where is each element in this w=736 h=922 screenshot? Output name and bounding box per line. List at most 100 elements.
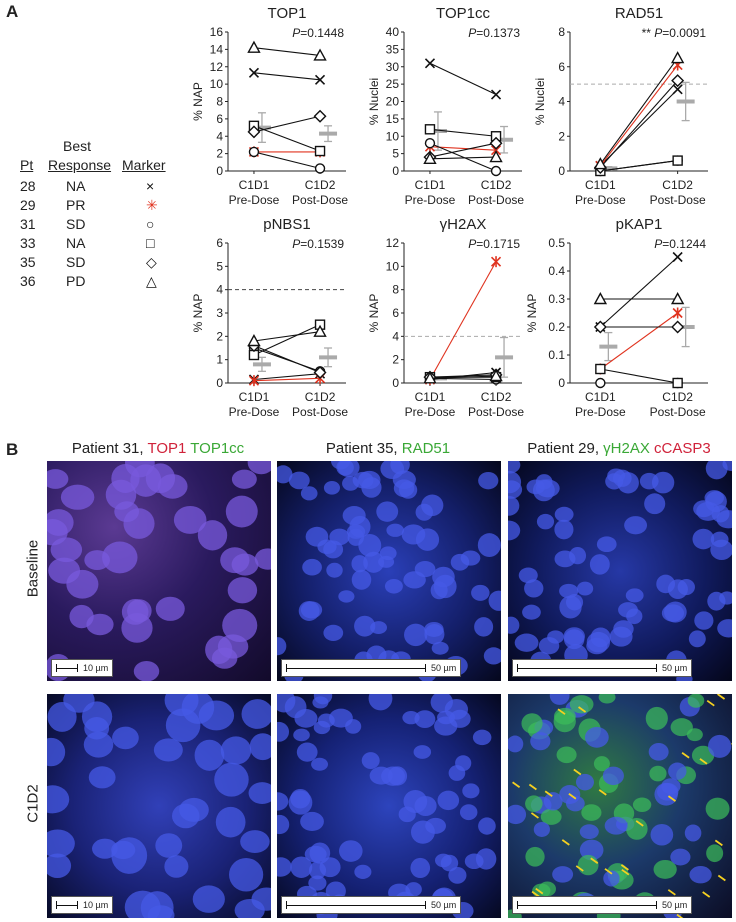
- panel-a-label: A: [6, 2, 19, 21]
- y-tick-label: 15: [386, 112, 400, 126]
- micrograph-image: 10 µm: [46, 693, 272, 919]
- x-tick-label: C1D2: [662, 178, 693, 192]
- y-tick-label: 0: [558, 164, 565, 178]
- scale-bar-label: 10 µm: [83, 900, 109, 910]
- y-tick-label: 40: [386, 25, 400, 39]
- marker-x: [424, 58, 436, 69]
- header-stain: γH2AX: [603, 440, 650, 457]
- x-tick-label: Pre-Dose: [575, 405, 626, 419]
- micrograph-row-label: C1D2: [24, 784, 42, 823]
- series-line-pt31: [429, 377, 497, 381]
- micrograph-row-label: Baseline: [24, 539, 42, 598]
- scale-bar-line: [56, 900, 78, 909]
- legend-marker-symbol: ○: [146, 216, 155, 232]
- x-tick-label: C1D2: [481, 390, 512, 404]
- marker-circle: [490, 165, 502, 177]
- scale-bar: 10 µm: [51, 896, 114, 914]
- series-line-pt36: [599, 57, 679, 165]
- marker-square: [314, 145, 326, 157]
- legend-response: NA: [66, 178, 86, 194]
- legend-marker-symbol: □: [146, 235, 155, 251]
- chart-pvalue: P=0.1373: [468, 26, 520, 40]
- legend-header-marker: Marker: [122, 157, 166, 173]
- series-line-pt29: [429, 261, 497, 380]
- chart-pvalue: P=0.1448: [292, 26, 344, 40]
- y-axis-label: % NAP: [367, 294, 381, 333]
- y-tick-label: 4: [216, 283, 223, 297]
- y-tick-label: 16: [210, 25, 224, 39]
- scale-bar-line: [56, 663, 78, 672]
- scale-bar: 50 µm: [512, 659, 693, 677]
- chart-title: γH2AX: [440, 216, 487, 233]
- nuclei-texture: [508, 694, 732, 918]
- scale-bar-line: [517, 900, 657, 909]
- y-axis-label: % NAP: [191, 82, 205, 121]
- marker-x: [490, 89, 502, 100]
- legend-header-response: Response: [48, 157, 112, 173]
- x-tick-label: Post-Dose: [650, 193, 706, 207]
- series-line-pt35: [253, 115, 321, 133]
- y-tick-label: 12: [386, 236, 400, 250]
- legend-response: NA: [66, 235, 86, 251]
- panel-b-label: B: [6, 440, 19, 459]
- y-tick-label: 25: [386, 77, 400, 91]
- scale-bar-label: 50 µm: [662, 900, 688, 910]
- x-tick-label: C1D1: [415, 390, 446, 404]
- chart-title: pKAP1: [616, 216, 663, 233]
- x-tick-label: C1D1: [239, 390, 270, 404]
- y-tick-label: 2: [216, 329, 223, 343]
- header-stain: RAD51: [401, 440, 451, 457]
- x-tick-label: C1D2: [305, 390, 336, 404]
- x-tick-label: C1D1: [239, 178, 270, 192]
- marker-diamond: [671, 74, 685, 88]
- y-tick-label: 0: [216, 376, 223, 390]
- series-line-pt33: [600, 368, 678, 384]
- scale-bar: 50 µm: [281, 896, 462, 914]
- chart-pvalue: P=0.1244: [654, 237, 706, 251]
- legend-pt: 31: [20, 216, 36, 232]
- series-line-pt31: [429, 142, 497, 172]
- series-line-pt35: [599, 80, 679, 168]
- micrograph-image: 10 µm: [46, 460, 272, 682]
- x-tick-label: C1D1: [585, 178, 616, 192]
- y-tick-label: 0.4: [548, 264, 565, 278]
- marker-triangle: [423, 371, 437, 384]
- legend-marker-symbol: ◇: [146, 254, 157, 270]
- legend-marker-symbol: ×: [146, 178, 155, 194]
- x-tick-label: Post-Dose: [468, 405, 524, 419]
- legend-response: PR: [66, 197, 86, 213]
- series-line-pt29: [599, 64, 679, 167]
- y-tick-label: 8: [558, 25, 565, 39]
- y-tick-label: 35: [386, 42, 400, 56]
- y-axis-label: % NAP: [191, 294, 205, 333]
- micrograph-column-header: Patient 31, TOP1 TOP1cc: [72, 440, 244, 457]
- x-tick-label: Post-Dose: [292, 405, 348, 419]
- series-line-pt28: [599, 256, 679, 328]
- x-tick-label: C1D2: [662, 390, 693, 404]
- x-tick-label: Pre-Dose: [229, 405, 280, 419]
- y-tick-label: 0: [392, 376, 399, 390]
- chart-title: TOP1cc: [436, 5, 490, 22]
- micrograph-image: 50 µm: [276, 693, 502, 919]
- marker-triangle: [313, 324, 327, 337]
- marker-x: [248, 67, 260, 78]
- chart-pkap1: pKAP1 P=0.1244 0 0.1 0.2 0.3 0.4 0.5 % NAP C1D1Pr…: [525, 216, 708, 419]
- y-tick-label: 8: [216, 95, 223, 109]
- y-tick-label: 30: [386, 60, 400, 74]
- header-stain: TOP1cc: [190, 440, 245, 457]
- y-tick-label: 8: [392, 283, 399, 297]
- marker-diamond: [313, 109, 327, 123]
- nuclei-texture: [508, 461, 732, 681]
- y-tick-label: 10: [210, 77, 224, 91]
- scale-bar-line: [286, 900, 426, 909]
- nuclei-texture: [47, 694, 271, 918]
- y-tick-label: 10: [386, 129, 400, 143]
- scale-bar: 10 µm: [51, 659, 114, 677]
- nuclei-texture: [277, 694, 497, 918]
- scale-bar: 50 µm: [512, 896, 693, 914]
- marker-triangle: [247, 40, 261, 53]
- y-tick-label: 10: [386, 259, 400, 273]
- chart-title: RAD51: [615, 5, 663, 22]
- marker-diamond: [247, 125, 261, 139]
